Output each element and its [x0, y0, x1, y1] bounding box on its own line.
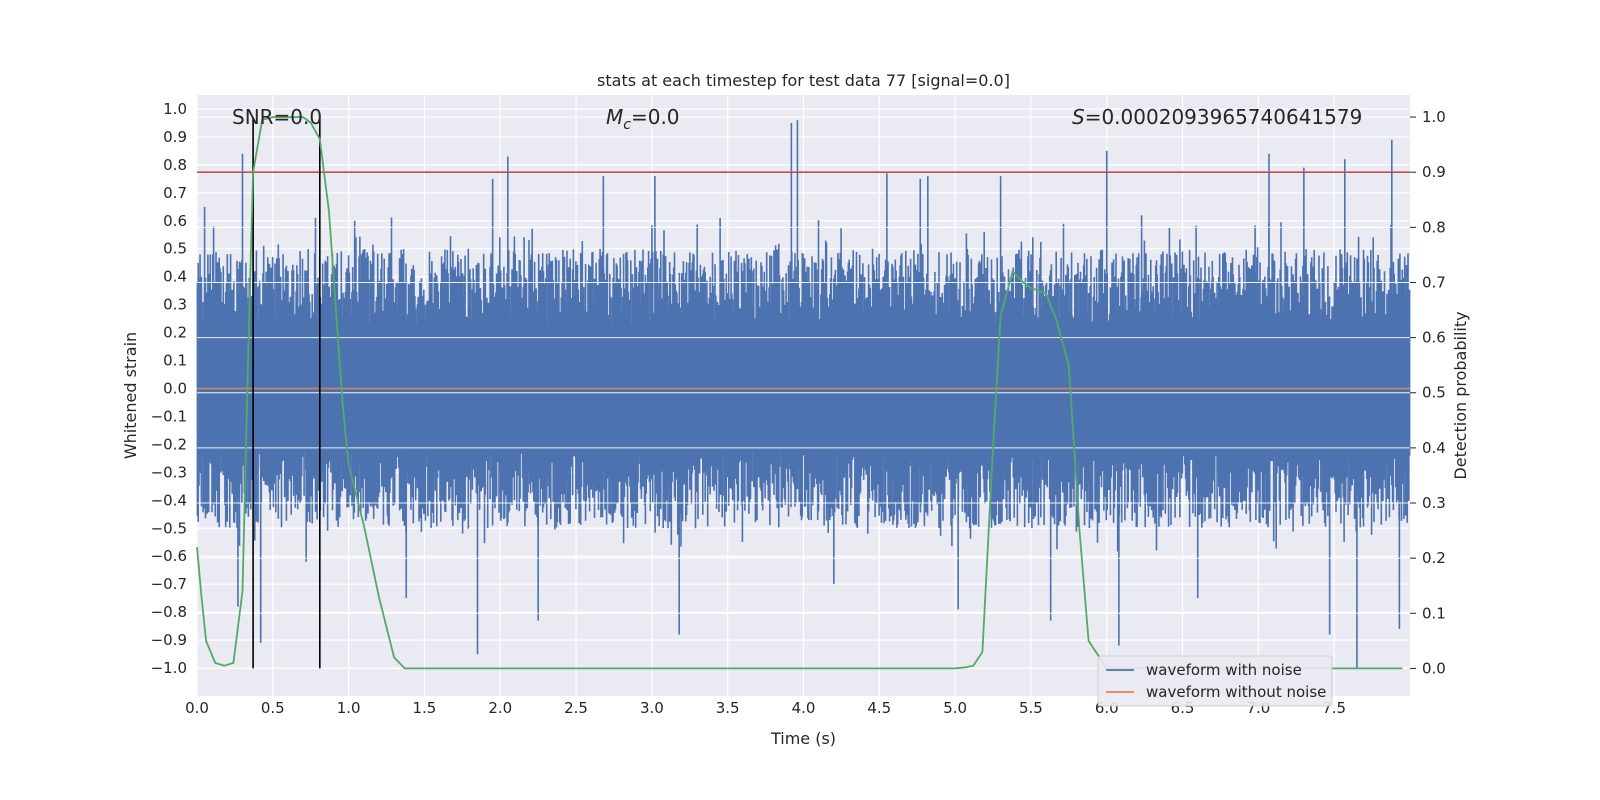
y-axis-ticks: 1.0 0.9 0.8 0.7 0.6 0.5 0.4 0.3 0.2 0.1 0.0 −0.1 −0.… — [151, 100, 187, 677]
x-tick-label: 3.5 — [716, 699, 740, 717]
x-tick-label: 0.0 — [185, 699, 209, 717]
legend-label-noise: waveform with noise — [1146, 661, 1302, 679]
y-tick-label: −0.3 — [151, 463, 187, 481]
y-tick-label: −0.6 — [151, 547, 187, 565]
s-value: =0.0002093965740641579 — [1085, 105, 1363, 129]
x-tick-label: 4.0 — [792, 699, 816, 717]
x-tick-label: 1.0 — [337, 699, 361, 717]
y-tick-label: 0.2 — [163, 324, 187, 342]
y-tick-label: −0.2 — [151, 435, 187, 453]
noise-waveform-series — [196, 116, 1411, 669]
chart-title: stats at each timestep for test data 77 … — [597, 71, 1010, 90]
line-series — [196, 116, 1410, 670]
x-tick-label: 0.5 — [261, 699, 285, 717]
y2-tick-label: 0.4 — [1422, 439, 1446, 457]
y-tick-label: 0.6 — [163, 212, 187, 230]
y2-tick-label: 0.0 — [1422, 659, 1446, 677]
y-tick-label: 1.0 — [163, 100, 187, 118]
y2-axis-ticks: 1.0 0.9 0.8 0.7 0.6 0.5 0.4 0.3 0.2 0.1 0.0 — [1410, 108, 1446, 677]
mc-annotation: Mc=0.0 — [606, 105, 680, 133]
x-tick-label: 1.5 — [413, 699, 437, 717]
y-tick-label: 0.1 — [163, 352, 187, 370]
y2-tick-label: 0.9 — [1422, 163, 1446, 181]
legend-label-clean: waveform without noise — [1146, 683, 1326, 701]
y-tick-label: −0.4 — [151, 491, 187, 509]
y-tick-label: 0.8 — [163, 156, 187, 174]
mc-symbol: M — [606, 105, 623, 129]
detection-probability-line — [196, 116, 1403, 670]
y2-tick-label: 0.7 — [1422, 273, 1446, 291]
y-tick-label: −0.9 — [151, 631, 187, 649]
y2-tick-label: 1.0 — [1422, 108, 1446, 126]
legend: waveform with noise waveform without noi… — [1097, 655, 1333, 707]
y-tick-label: 0.5 — [163, 240, 187, 258]
y-tick-label: −0.5 — [151, 519, 187, 537]
mc-value: =0.0 — [631, 105, 680, 129]
snr-annotation: SNR=0.0 — [232, 105, 322, 129]
x-tick-label: 5.5 — [1019, 699, 1043, 717]
x-tick-label: 3.0 — [640, 699, 664, 717]
y-tick-label: 0.0 — [163, 380, 187, 398]
y-axis-label: Whitened strain — [121, 332, 140, 459]
y2-tick-label: 0.1 — [1422, 604, 1446, 622]
y-tick-label: −0.7 — [151, 575, 187, 593]
y2-tick-label: 0.3 — [1422, 494, 1446, 512]
x-axis-label: Time (s) — [770, 729, 836, 748]
noise-waveform-core — [197, 338, 1410, 445]
y-tick-label: 0.7 — [163, 184, 187, 202]
y-tick-label: 0.9 — [163, 128, 187, 146]
s-symbol: S — [1072, 105, 1085, 129]
y2-tick-label: 0.6 — [1422, 329, 1446, 347]
mc-subscript: c — [623, 117, 631, 133]
legend-box — [1097, 655, 1333, 707]
y-tick-label: −1.0 — [151, 659, 187, 677]
y-tick-label: −0.8 — [151, 603, 187, 621]
x-tick-label: 2.5 — [564, 699, 588, 717]
x-tick-label: 2.0 — [488, 699, 512, 717]
y2-tick-label: 0.5 — [1422, 384, 1446, 402]
x-tick-label: 5.0 — [943, 699, 967, 717]
y-tick-label: 0.3 — [163, 296, 187, 314]
y2-axis-label: Detection probability — [1451, 311, 1470, 479]
s-annotation: S=0.0002093965740641579 — [1072, 105, 1362, 129]
y-tick-label: 0.4 — [163, 268, 187, 286]
y-tick-label: −0.1 — [151, 407, 187, 425]
y2-tick-label: 0.8 — [1422, 218, 1446, 236]
y2-tick-label: 0.2 — [1422, 549, 1446, 567]
x-tick-label: 4.5 — [867, 699, 891, 717]
